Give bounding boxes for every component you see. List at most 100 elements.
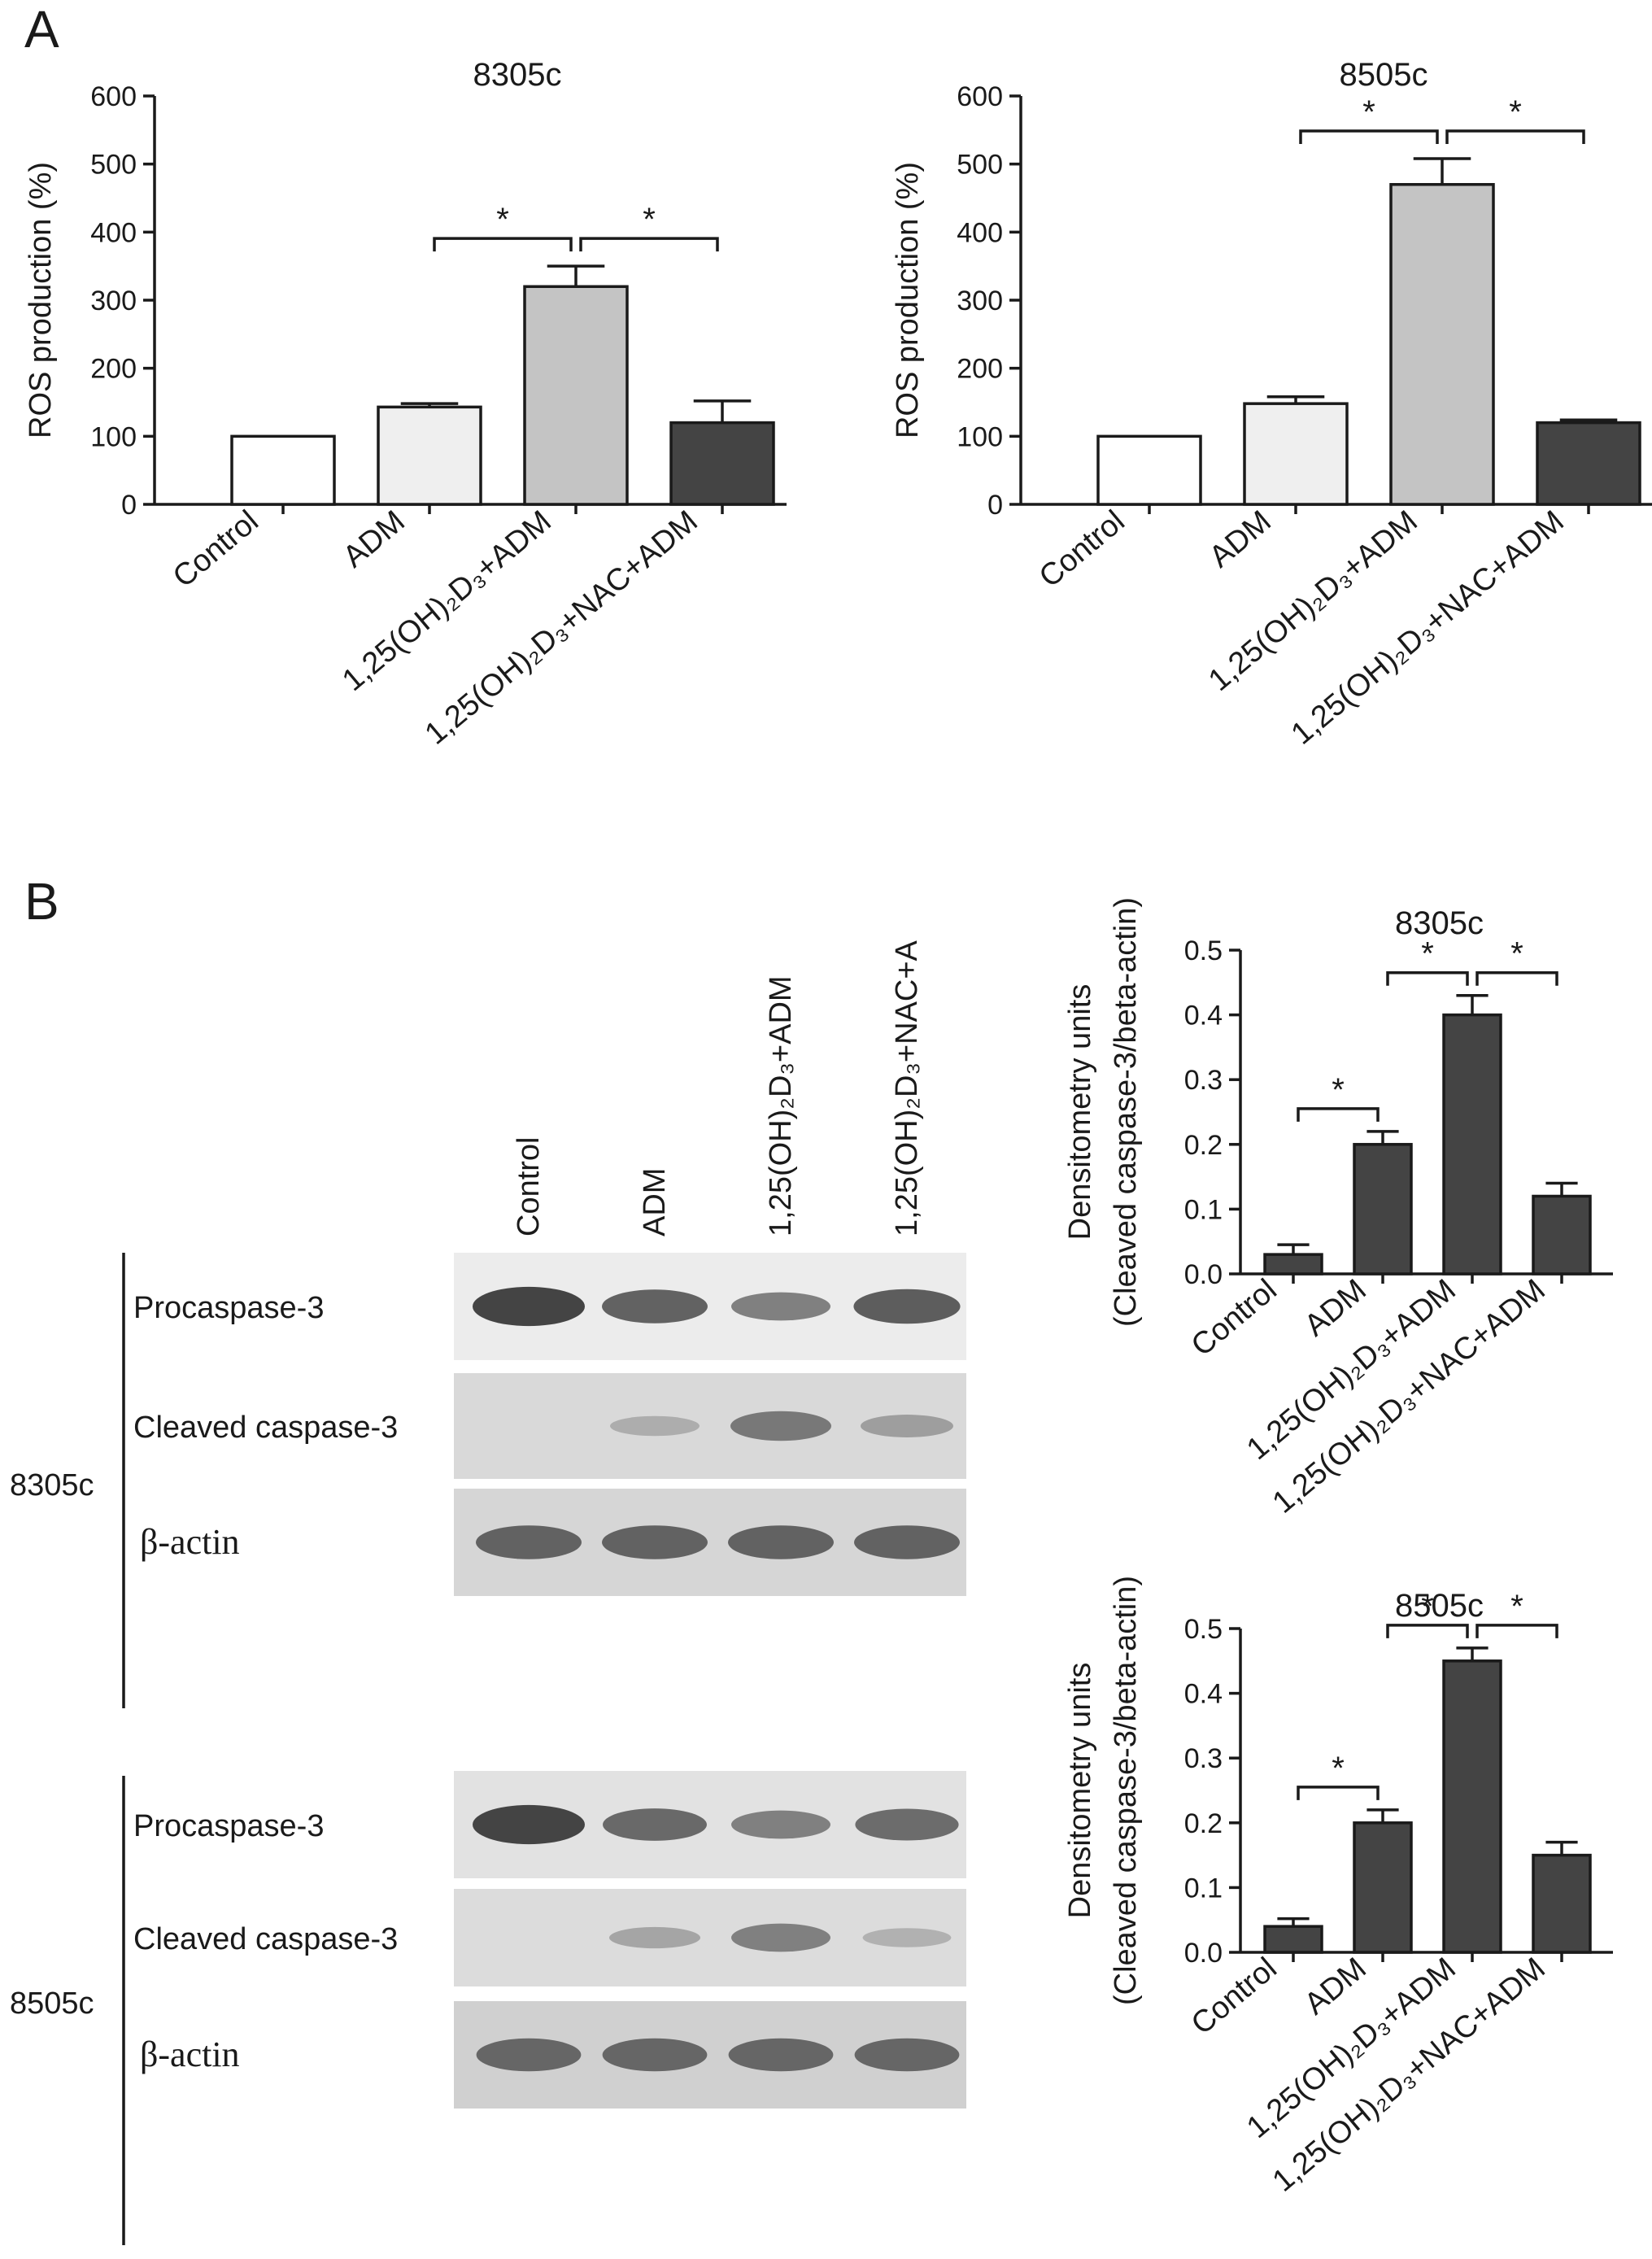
chart-title: 8505c [1395, 1588, 1484, 1624]
y-axis-label-2: (Cleaved caspase-3/beta-actin) [1109, 897, 1143, 1327]
cell-line-label: 8505c [10, 1986, 94, 2021]
blot-cell-line-8505c: 8505c Procaspase-3 Cleaved caspase-3 β-acti… [10, 1771, 966, 2245]
bar [1389, 183, 1495, 506]
y-axis-label: ROS production (%) [24, 162, 58, 438]
blot-band [602, 1525, 708, 1559]
y-axis-label: Densitometry units [1063, 984, 1097, 1241]
significance-star: * [496, 202, 509, 238]
blot-band [602, 1289, 708, 1324]
significance-bracket [1297, 1107, 1380, 1122]
blot-band [854, 1525, 960, 1559]
chart-title: 8305c [1395, 905, 1484, 941]
blot-band [476, 1525, 582, 1559]
y-tick-label: 0 [121, 490, 137, 521]
category-label: ADM [1203, 504, 1278, 574]
y-tick-label: 100 [90, 421, 137, 452]
significance-bracket [1297, 1786, 1380, 1800]
blot-band [610, 1415, 700, 1437]
lane-label: Control [512, 1137, 546, 1237]
bar [1532, 1194, 1592, 1276]
blot-band [473, 1804, 585, 1845]
chart-title: 8505c [1340, 57, 1428, 93]
lane-label: 1,25(OH)₂D₃+ADM [764, 975, 798, 1236]
y-tick-label: 0.3 [1184, 1743, 1223, 1774]
bar [523, 285, 629, 506]
y-tick-label: 300 [957, 286, 1003, 316]
significance-bracket [1475, 970, 1558, 986]
y-axis-label-2: (Cleaved caspase-3/beta-actin) [1109, 1576, 1143, 2005]
blot-band [473, 1286, 585, 1327]
lane-label: 1,25(OH)₂D₃+NAC+A [890, 940, 924, 1236]
blot-band [730, 1411, 831, 1441]
significance-star: * [1332, 1072, 1345, 1108]
significance-star: * [1421, 1589, 1434, 1624]
bar [1096, 434, 1202, 506]
significance-star: * [1510, 1589, 1523, 1624]
blot-band [854, 2038, 960, 2072]
y-tick-label: 0.5 [1184, 1614, 1223, 1645]
blot-band [731, 1292, 830, 1321]
chart-ros-8505c: 0 100 200 300 400 500 600 ROS production (%) 850… [891, 57, 1652, 752]
y-tick-label: 0.4 [1184, 1001, 1223, 1031]
y-tick-label: 0.1 [1184, 1194, 1223, 1225]
significance-star: * [1362, 94, 1375, 130]
category-label: Control [167, 504, 265, 595]
blot-band [731, 1810, 830, 1839]
significance-star: * [1509, 94, 1522, 130]
bar [1536, 421, 1641, 506]
significance-bracket [433, 237, 573, 252]
y-tick-label: 0.0 [1184, 1259, 1223, 1290]
y-tick-label: 100 [957, 421, 1003, 452]
significance-star: * [1332, 1751, 1345, 1786]
bar [669, 421, 775, 506]
chart-densito-8505c: 0.0 0.1 0.2 0.3 0.4 0.5 Densitometry units (Cle… [1063, 1576, 1613, 2199]
chart-ros-8305c: 0 100 200 300 400 500 600 ROS production (%) 830… [24, 57, 787, 752]
y-tick-label: 0.1 [1184, 1873, 1223, 1904]
blot-row-label: β-actin [140, 1522, 240, 1562]
y-tick-label: 0.4 [1184, 1679, 1223, 1710]
significance-bracket [1445, 129, 1585, 144]
blot-band [603, 1808, 707, 1841]
blot-band [476, 2038, 582, 2072]
bar [1353, 1143, 1413, 1276]
blot-row-label: β-actin [140, 2034, 240, 2074]
significance-bracket [1475, 1624, 1558, 1638]
blot-band [731, 1923, 830, 1952]
blot-band [862, 1928, 952, 1947]
chart-title: 8305c [473, 57, 562, 93]
y-tick-label: 0.0 [1184, 1938, 1223, 1969]
blot-band [728, 1525, 834, 1559]
blot-band [853, 1289, 961, 1324]
western-blot: Control ADM 1,25(OH)₂D₃+ADM 1,25(OH)₂D₃+NAC… [10, 940, 966, 2245]
significance-bracket [579, 237, 719, 252]
y-tick-label: 400 [90, 217, 137, 248]
bar [1442, 1659, 1502, 1954]
bar [377, 405, 482, 506]
bar [1243, 402, 1349, 506]
chart-densito-8305c: 0.0 0.1 0.2 0.3 0.4 0.5 Densitometry units (Cle… [1063, 897, 1613, 1520]
y-tick-label: 300 [90, 286, 137, 316]
y-axis-label: Densitometry units [1063, 1663, 1097, 1919]
category-label: 1,25(OH)₂D₃+NAC+ADM [419, 504, 704, 752]
y-axis-label: ROS production (%) [891, 162, 925, 438]
bar [230, 434, 336, 506]
blot-cell-line-8305c: 8305c Procaspase-3 Cleaved caspase-3 β-acti… [10, 1253, 966, 1708]
y-tick-label: 200 [957, 354, 1003, 385]
category-label: Control [1033, 504, 1131, 595]
blot-band [861, 1415, 953, 1437]
panel-label-b: B [24, 872, 59, 931]
y-tick-label: 400 [957, 217, 1003, 248]
bar [1263, 1253, 1323, 1276]
y-tick-label: 0 [987, 490, 1003, 521]
cell-line-label: 8305c [10, 1468, 94, 1502]
y-tick-label: 0.2 [1184, 1808, 1223, 1839]
blot-row-label: Cleaved caspase-3 [133, 1411, 398, 1445]
y-tick-label: 500 [90, 150, 137, 181]
category-label: ADM [1298, 1952, 1373, 2021]
blot-band [602, 2038, 708, 2072]
significance-bracket [1299, 129, 1439, 144]
significance-bracket [1386, 970, 1469, 986]
y-tick-label: 500 [957, 150, 1003, 181]
significance-star: * [1510, 936, 1523, 972]
